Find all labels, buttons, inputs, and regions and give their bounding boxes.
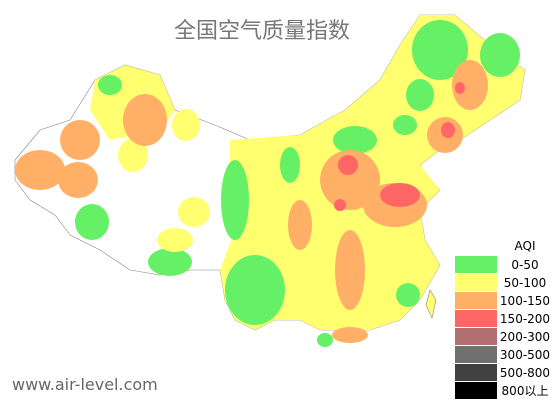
legend-swatch [455, 382, 497, 399]
legend-label: 200-300 [500, 330, 550, 344]
aqi-blob [333, 126, 377, 154]
legend-title: AQI [515, 239, 536, 253]
legend-swatch [455, 274, 497, 291]
legend-swatch [455, 328, 497, 345]
legend-swatch [455, 364, 497, 381]
aqi-blob [380, 183, 420, 207]
legend-label: 800以上 [502, 384, 549, 398]
aqi-blob [406, 79, 434, 111]
aqi-blob [334, 199, 346, 211]
aqi-blob [172, 109, 200, 141]
aqi-blob [455, 82, 465, 94]
aqi-blob [60, 120, 100, 160]
aqi-blob [480, 33, 520, 77]
aqi-blob [332, 327, 368, 343]
taiwan [425, 289, 437, 319]
legend-swatch [455, 256, 497, 273]
aqi-blob [338, 155, 358, 175]
map-title: 全国空气质量指数 [174, 19, 350, 44]
legend-label: 300-500 [500, 348, 550, 362]
aqi-blob [452, 60, 488, 110]
aqi-blob [148, 248, 192, 276]
aqi-blob [335, 230, 365, 310]
legend-label: 50-100 [504, 276, 547, 290]
aqi-blob [221, 160, 249, 240]
aqi-blob [98, 75, 122, 95]
aqi-blob [441, 122, 455, 138]
legend-swatch [455, 292, 497, 309]
aqi-blob [317, 333, 333, 347]
legend-swatch [455, 310, 497, 327]
aqi-blob [178, 197, 210, 227]
aqi-blob [280, 147, 300, 183]
aqi-blob [393, 115, 417, 135]
aqi-blob [15, 150, 65, 190]
source: www.air-level.com [12, 375, 158, 394]
aqi-blob [412, 20, 468, 80]
legend-swatch [455, 346, 497, 363]
aqi-blob [123, 94, 167, 146]
legend: 0-50 50-100 100-150 150-200 200-300 300-500 50… [455, 256, 550, 399]
aqi-blob [320, 150, 380, 210]
legend-label: 0-50 [511, 258, 538, 272]
china-map [14, 14, 526, 347]
legend-label: 100-150 [500, 294, 550, 308]
aqi-blob [396, 283, 420, 307]
aqi-blob [288, 200, 312, 250]
legend-label: 150-200 [500, 312, 550, 326]
aqi-blob [58, 162, 98, 198]
aqi-blob [225, 255, 285, 325]
aqi-blob [118, 138, 148, 172]
aqi-blob [157, 228, 193, 252]
aqi-blob [75, 204, 109, 240]
legend-label: 500-800 [500, 366, 550, 380]
